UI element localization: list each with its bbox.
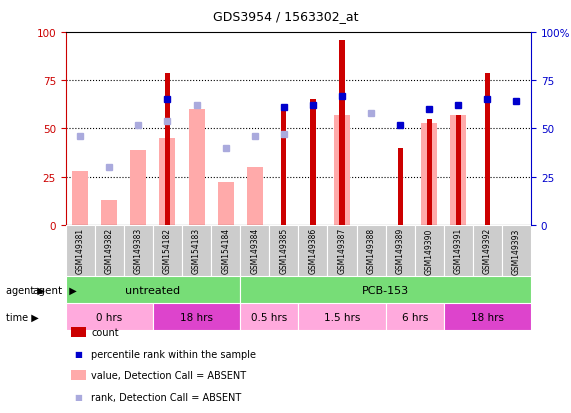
Bar: [502, 225, 531, 277]
Bar: [281, 106, 287, 225]
Text: GSM154183: GSM154183: [192, 228, 201, 274]
Text: GSM149386: GSM149386: [308, 228, 317, 274]
Bar: [485, 74, 490, 225]
Bar: [153, 304, 240, 330]
Bar: [444, 225, 473, 277]
Text: GSM154184: GSM154184: [221, 228, 230, 274]
Text: agent: agent: [33, 285, 63, 295]
Text: rank, Detection Call = ABSENT: rank, Detection Call = ABSENT: [91, 392, 242, 402]
Bar: [240, 225, 270, 277]
Bar: [270, 225, 298, 277]
Bar: [427, 119, 432, 225]
Text: GSM149383: GSM149383: [134, 228, 143, 274]
Bar: [421, 123, 437, 225]
Text: untreated: untreated: [126, 285, 180, 295]
Text: time ▶: time ▶: [6, 312, 38, 322]
Text: GSM149392: GSM149392: [483, 228, 492, 274]
Text: GSM149393: GSM149393: [512, 228, 521, 274]
Bar: [240, 304, 298, 330]
Bar: [298, 225, 327, 277]
Bar: [310, 100, 316, 225]
Bar: [473, 225, 502, 277]
Bar: [451, 116, 467, 225]
Text: 6 hrs: 6 hrs: [401, 312, 428, 322]
Text: GSM149382: GSM149382: [105, 228, 114, 274]
Text: GSM149389: GSM149389: [396, 228, 405, 274]
Bar: [159, 139, 175, 225]
Text: ■: ■: [75, 392, 82, 401]
Bar: [339, 41, 344, 225]
Text: 18 hrs: 18 hrs: [180, 312, 213, 322]
Bar: [397, 148, 403, 225]
Bar: [444, 304, 531, 330]
Bar: [153, 225, 182, 277]
Bar: [298, 304, 385, 330]
Text: percentile rank within the sample: percentile rank within the sample: [91, 349, 256, 359]
Text: GSM149385: GSM149385: [279, 228, 288, 274]
Text: agent ▶: agent ▶: [6, 285, 45, 295]
Text: ▶: ▶: [63, 285, 77, 295]
Text: count: count: [91, 328, 119, 337]
Text: GSM149391: GSM149391: [454, 228, 463, 274]
Text: 18 hrs: 18 hrs: [471, 312, 504, 322]
Bar: [66, 277, 240, 304]
Bar: [415, 225, 444, 277]
Bar: [247, 168, 263, 225]
Text: GSM149384: GSM149384: [250, 228, 259, 274]
Text: 0.5 hrs: 0.5 hrs: [251, 312, 287, 322]
Bar: [165, 74, 170, 225]
Bar: [124, 225, 153, 277]
Text: GSM149381: GSM149381: [76, 228, 85, 274]
Text: GSM149388: GSM149388: [367, 228, 376, 274]
Text: GSM149387: GSM149387: [337, 228, 347, 274]
Bar: [188, 110, 204, 225]
Bar: [356, 225, 385, 277]
Bar: [66, 225, 95, 277]
Bar: [72, 171, 88, 225]
Bar: [101, 200, 117, 225]
Text: GSM149390: GSM149390: [425, 228, 434, 274]
Bar: [385, 225, 415, 277]
Text: GSM154182: GSM154182: [163, 228, 172, 273]
Bar: [130, 150, 146, 225]
Text: value, Detection Call = ABSENT: value, Detection Call = ABSENT: [91, 370, 247, 380]
Text: PCB-153: PCB-153: [362, 285, 409, 295]
Bar: [218, 183, 234, 225]
Text: 0 hrs: 0 hrs: [96, 312, 122, 322]
Bar: [240, 277, 531, 304]
Bar: [182, 225, 211, 277]
Bar: [327, 225, 356, 277]
Text: 1.5 hrs: 1.5 hrs: [324, 312, 360, 322]
Text: ■: ■: [75, 349, 82, 358]
Bar: [211, 225, 240, 277]
Bar: [456, 116, 461, 225]
Bar: [95, 225, 124, 277]
Bar: [66, 304, 153, 330]
Bar: [334, 116, 350, 225]
Text: GDS3954 / 1563302_at: GDS3954 / 1563302_at: [213, 10, 358, 23]
Bar: [385, 304, 444, 330]
